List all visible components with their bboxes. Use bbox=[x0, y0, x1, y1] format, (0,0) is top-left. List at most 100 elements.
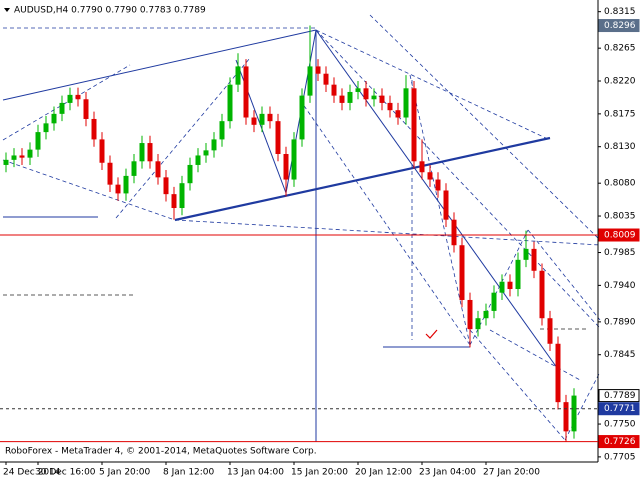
candle-body bbox=[179, 183, 185, 209]
candle-body bbox=[147, 143, 153, 162]
candle-body bbox=[43, 123, 49, 133]
x-tick-label: 15 Jan 20:00 bbox=[291, 468, 348, 478]
x-tick-label: 27 Jan 20:00 bbox=[483, 468, 540, 478]
candle-body bbox=[411, 88, 417, 162]
y-tick-label: 0.7940 bbox=[604, 281, 636, 291]
candle-body bbox=[163, 177, 169, 195]
candle-body bbox=[331, 84, 337, 96]
candle-body bbox=[459, 245, 465, 300]
candle-body bbox=[531, 248, 537, 271]
candle-body bbox=[243, 66, 249, 118]
candle-body bbox=[59, 102, 65, 114]
price-label: 0.8009 bbox=[604, 231, 636, 241]
candle-body bbox=[211, 139, 217, 151]
candle-body bbox=[371, 95, 377, 100]
candle-body bbox=[339, 95, 345, 103]
candle-body bbox=[499, 281, 505, 293]
candles bbox=[3, 25, 577, 442]
candle-body bbox=[483, 310, 489, 319]
y-tick-label: 0.8315 bbox=[604, 7, 636, 17]
x-tick-label: 23 Jan 04:00 bbox=[419, 468, 476, 478]
candle-body bbox=[51, 113, 57, 124]
x-tick-label: 24 Dec 2014 bbox=[3, 468, 61, 478]
candle-body bbox=[563, 402, 569, 432]
candle-body bbox=[283, 154, 289, 180]
candle-body bbox=[219, 121, 225, 140]
candle-body bbox=[123, 175, 129, 194]
x-tick-label: 20 Jan 12:00 bbox=[355, 468, 412, 478]
candle-body bbox=[235, 66, 241, 85]
candle-body bbox=[515, 259, 521, 290]
candle-body bbox=[139, 143, 145, 162]
candle-body bbox=[347, 91, 353, 103]
candle-body bbox=[427, 172, 433, 180]
candle-body bbox=[227, 84, 233, 122]
candle-body bbox=[451, 219, 457, 246]
footer: RoboForex - MetaTrader 4, © 2001-2014, M… bbox=[5, 447, 317, 457]
candle-body bbox=[435, 179, 441, 191]
header-arrow bbox=[4, 8, 10, 12]
candle-body bbox=[395, 110, 401, 118]
y-tick-label: 0.8035 bbox=[604, 212, 636, 222]
candle-body bbox=[251, 117, 257, 125]
y-tick-label: 0.8080 bbox=[604, 179, 636, 189]
candle-body bbox=[35, 132, 41, 150]
candle-body bbox=[195, 155, 201, 165]
candle-body bbox=[299, 95, 305, 140]
price-label-box bbox=[598, 19, 640, 33]
candle-body bbox=[83, 99, 89, 119]
candle-body bbox=[539, 270, 545, 319]
candle-body bbox=[67, 94, 73, 103]
candle-body bbox=[267, 113, 273, 122]
candle-body bbox=[75, 94, 81, 100]
price-label: 0.7726 bbox=[604, 437, 636, 447]
candle-body bbox=[187, 164, 193, 184]
candle-body bbox=[323, 73, 329, 85]
analysis-lines bbox=[2, 14, 601, 442]
y-tick-label: 0.8175 bbox=[604, 109, 636, 119]
candle-body bbox=[523, 248, 529, 260]
price-label: 0.8296 bbox=[604, 21, 636, 31]
y-tick-label: 0.8220 bbox=[604, 77, 636, 87]
candle-body bbox=[171, 194, 177, 209]
candle-body bbox=[307, 66, 313, 96]
candle-body bbox=[355, 88, 361, 92]
candle-body bbox=[115, 184, 121, 194]
price-label-box bbox=[598, 435, 640, 449]
candle-body bbox=[315, 66, 321, 74]
y-tick-label: 0.7985 bbox=[604, 248, 636, 258]
candle-body bbox=[3, 159, 9, 165]
x-tick-label: 5 Jan 20:00 bbox=[99, 468, 151, 478]
candle-body bbox=[275, 121, 281, 154]
y-tick-label: 0.7750 bbox=[604, 420, 636, 430]
candle-body bbox=[507, 281, 513, 290]
candle-body bbox=[131, 161, 137, 176]
price-label-box bbox=[598, 402, 640, 416]
candle-body bbox=[107, 162, 113, 185]
price-label: 0.7789 bbox=[604, 391, 636, 401]
candle-body bbox=[491, 292, 497, 311]
y-tick-label: 0.7890 bbox=[604, 317, 636, 327]
candle-body bbox=[91, 118, 97, 140]
price-label-box bbox=[598, 389, 640, 403]
candle-body bbox=[203, 150, 209, 156]
price-label: 0.7771 bbox=[604, 404, 636, 414]
x-tick-label: 8 Jan 12:00 bbox=[163, 468, 215, 478]
candle-body bbox=[571, 395, 577, 432]
candle-body bbox=[27, 149, 33, 158]
y-tick-label: 0.8130 bbox=[604, 142, 636, 152]
y-tick-label: 0.7705 bbox=[604, 452, 636, 462]
candle-body bbox=[443, 190, 449, 220]
y-tick-label: 0.7845 bbox=[604, 350, 636, 360]
candle-body bbox=[291, 139, 297, 180]
x-tick-label: 30 Dec 16:00 bbox=[35, 468, 96, 478]
candle-body bbox=[363, 88, 369, 100]
candle-body bbox=[99, 139, 105, 163]
candle-body bbox=[11, 155, 17, 160]
candle-body bbox=[475, 318, 481, 330]
candle-body bbox=[547, 318, 553, 344]
chart-title: AUDUSD,H4 0.7790 0.7790 0.7783 0.7789 bbox=[14, 6, 206, 16]
x-tick-label: 13 Jan 04:00 bbox=[227, 468, 284, 478]
